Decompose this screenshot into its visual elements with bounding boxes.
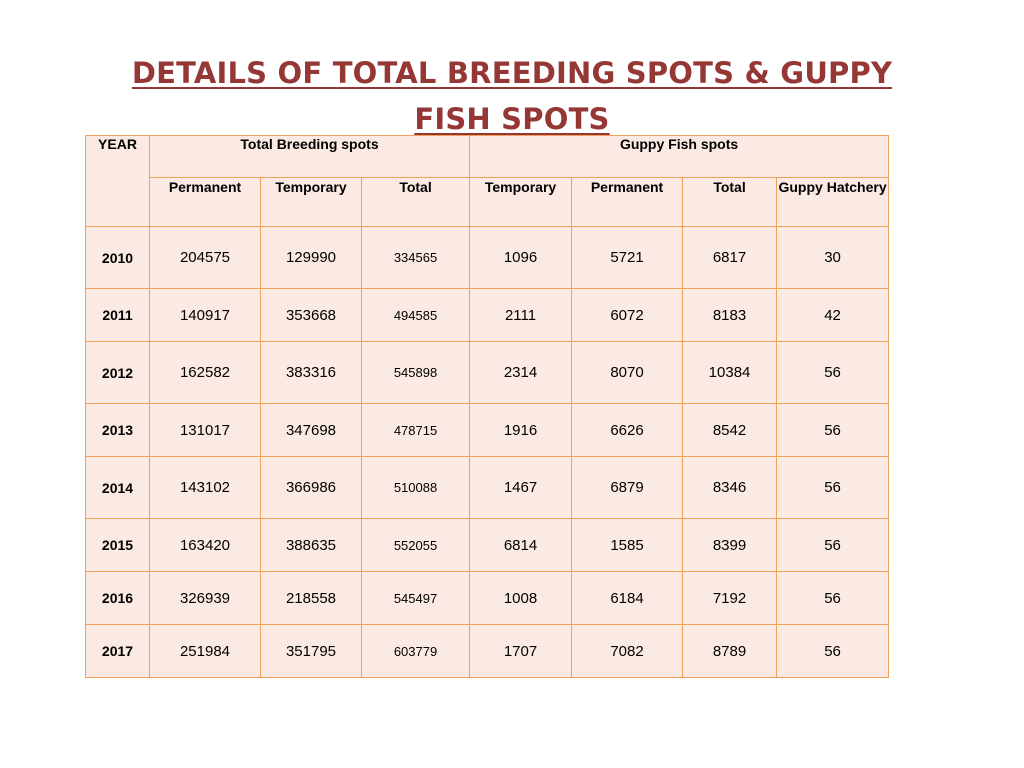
guppy-temporary-cell: 2314: [469, 341, 573, 404]
guppy-permanent-cell: 7082: [571, 624, 684, 678]
guppy-temporary-cell: 6814: [469, 518, 573, 572]
year-cell: 2011: [85, 288, 150, 342]
guppy-permanent-cell: 1585: [571, 518, 684, 572]
guppy-temporary-cell: 2111: [469, 288, 573, 342]
guppy-temporary-cell: 1916: [469, 403, 573, 457]
guppy-hatchery-cell: 56: [776, 624, 890, 678]
table-header-row-sub: Permanent Temporary Total Temporary Perm…: [86, 177, 890, 227]
guppy-temporary-cell: 1707: [469, 624, 573, 678]
guppy-total-cell: 8183: [682, 288, 778, 342]
breeding-total-cell: 494585: [360, 288, 471, 342]
guppy-permanent-cell: 8070: [571, 341, 684, 404]
breeding-total-cell: 545497: [360, 571, 471, 625]
table-header-row-group: YEAR Total Breeding spots Guppy Fish spo…: [85, 135, 890, 227]
breeding-permanent-cell: 326939: [149, 571, 261, 625]
guppy-fish-spots-header: Guppy Fish spots: [469, 135, 890, 178]
breeding-total-cell: 552055: [360, 518, 471, 572]
breeding-temporary-cell: 129990: [260, 226, 362, 289]
year-header: YEAR: [85, 135, 150, 227]
sub-header-guppy-temporary: Temporary: [469, 177, 573, 227]
table-body: 2010 204575 129990 334565 1096 5721 6817 30 2011…: [85, 226, 890, 678]
year-cell: 2012: [85, 341, 150, 404]
guppy-hatchery-cell: 30: [776, 226, 890, 289]
breeding-total-cell: 478715: [360, 403, 471, 457]
breeding-total-cell: 510088: [360, 456, 471, 519]
sub-header-breeding-temporary: Temporary: [260, 177, 362, 227]
table-row: 2015 163420 388635 552055 6814 1585 8399 56: [85, 518, 890, 572]
guppy-total-cell: 10384: [682, 341, 778, 404]
year-cell: 2017: [85, 624, 150, 678]
year-cell: 2013: [85, 403, 150, 457]
guppy-permanent-cell: 6626: [571, 403, 684, 457]
breeding-permanent-cell: 163420: [149, 518, 261, 572]
breeding-permanent-cell: 251984: [149, 624, 261, 678]
guppy-temporary-cell: 1096: [469, 226, 573, 289]
table-row: 2016 326939 218558 545497 1008 6184 7192 56: [85, 571, 890, 625]
breeding-permanent-cell: 162582: [149, 341, 261, 404]
guppy-hatchery-cell: 56: [776, 456, 890, 519]
sub-header-breeding-permanent: Permanent: [149, 177, 261, 227]
breeding-permanent-cell: 131017: [149, 403, 261, 457]
breeding-permanent-cell: 204575: [149, 226, 261, 289]
guppy-permanent-cell: 6072: [571, 288, 684, 342]
table-row: 2010 204575 129990 334565 1096 5721 6817 30: [85, 226, 890, 289]
guppy-hatchery-cell: 56: [776, 403, 890, 457]
guppy-permanent-cell: 6879: [571, 456, 684, 519]
total-breeding-spots-header: Total Breeding spots: [148, 135, 471, 178]
sub-header-guppy-hatchery: Guppy Hatchery: [776, 177, 890, 227]
guppy-hatchery-cell: 56: [776, 341, 890, 404]
guppy-temporary-cell: 1467: [469, 456, 573, 519]
guppy-hatchery-cell: 56: [776, 518, 890, 572]
guppy-permanent-cell: 5721: [571, 226, 684, 289]
table-row: 2017 251984 351795 603779 1707 7082 8789 56: [85, 624, 890, 678]
breeding-permanent-cell: 140917: [149, 288, 261, 342]
breeding-total-cell: 545898: [360, 341, 471, 404]
table-row: 2012 162582 383316 545898 2314 8070 10384 56: [85, 341, 890, 404]
table-row: 2014 143102 366986 510088 1467 6879 8346 56: [85, 456, 890, 519]
guppy-total-cell: 6817: [682, 226, 778, 289]
breeding-temporary-cell: 383316: [260, 341, 362, 404]
table-row: 2011 140917 353668 494585 2111 6072 8183 42: [85, 288, 890, 342]
sub-header-breeding-total: Total: [360, 177, 471, 227]
guppy-total-cell: 8542: [682, 403, 778, 457]
guppy-total-cell: 8346: [682, 456, 778, 519]
sub-header-guppy-total: Total: [682, 177, 778, 227]
guppy-hatchery-cell: 42: [776, 288, 890, 342]
guppy-hatchery-cell: 56: [776, 571, 890, 625]
year-cell: 2016: [85, 571, 150, 625]
breeding-temporary-cell: 366986: [260, 456, 362, 519]
table-row: 2013 131017 347698 478715 1916 6626 8542 56: [85, 403, 890, 457]
guppy-total-cell: 8399: [682, 518, 778, 572]
guppy-temporary-cell: 1008: [469, 571, 573, 625]
breeding-total-cell: 334565: [360, 226, 471, 289]
page-title: DETAILS OF TOTAL BREEDING SPOTS & GUPPY …: [131, 56, 893, 136]
guppy-permanent-cell: 6184: [571, 571, 684, 625]
year-cell: 2010: [85, 226, 150, 289]
breeding-spots-table: YEAR Total Breeding spots Guppy Fish spo…: [85, 135, 890, 678]
breeding-total-cell: 603779: [360, 624, 471, 678]
year-cell: 2014: [85, 456, 150, 519]
breeding-temporary-cell: 388635: [260, 518, 362, 572]
guppy-total-cell: 7192: [682, 571, 778, 625]
breeding-temporary-cell: 353668: [260, 288, 362, 342]
year-cell: 2015: [85, 518, 150, 572]
guppy-total-cell: 8789: [682, 624, 778, 678]
breeding-permanent-cell: 143102: [149, 456, 261, 519]
breeding-temporary-cell: 218558: [260, 571, 362, 625]
breeding-temporary-cell: 347698: [260, 403, 362, 457]
breeding-temporary-cell: 351795: [260, 624, 362, 678]
sub-header-guppy-permanent: Permanent: [571, 177, 684, 227]
